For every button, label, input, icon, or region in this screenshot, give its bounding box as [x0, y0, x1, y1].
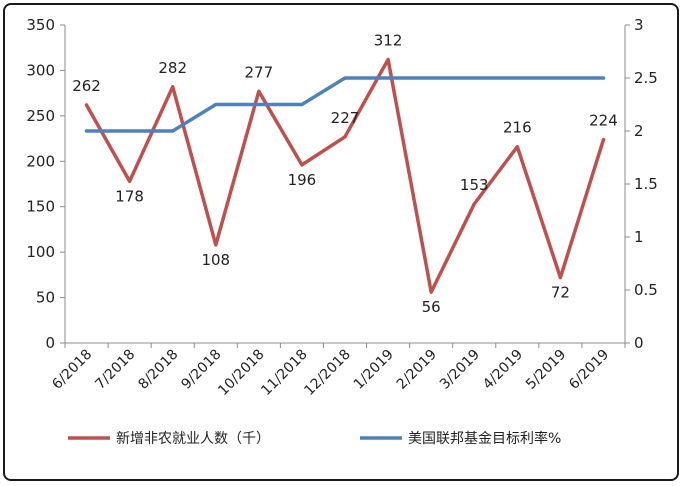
data-point [386, 76, 390, 80]
data-point [128, 129, 132, 133]
data-labels: 262 178 282 108 277 196 227 312 56 153 216 72 224 [72, 32, 618, 317]
right-tick-label: 2 [634, 122, 644, 140]
data-point [601, 137, 605, 141]
left-tick-label: 300 [26, 61, 55, 79]
x-tick-label: 11/2018 [258, 347, 310, 399]
data-point [257, 103, 261, 106]
data-point [429, 76, 433, 80]
data-point [171, 129, 175, 133]
data-point [343, 76, 347, 80]
x-tick-label: 2/2019 [394, 347, 440, 393]
data-point [558, 76, 562, 80]
data-point [85, 129, 89, 133]
x-tick-label: 7/2018 [92, 347, 138, 393]
data-point [300, 163, 304, 167]
data-point [515, 145, 519, 149]
data-label: 72 [551, 284, 570, 302]
data-label: 196 [288, 171, 317, 189]
data-label: 216 [503, 119, 532, 137]
chart-frame [3, 3, 679, 481]
left-tick-label: 150 [26, 198, 55, 216]
right-tick-label: 1 [634, 228, 644, 246]
data-point [214, 243, 218, 247]
legend-label-1: 新增非农就业人数（千） [116, 431, 270, 447]
data-point [257, 89, 261, 93]
data-label: 262 [72, 77, 101, 95]
data-point [171, 85, 175, 89]
left-tick-label: 200 [26, 152, 55, 170]
data-point [300, 103, 304, 106]
x-tick-label: 3/2019 [437, 347, 483, 393]
x-tick-label: 6/2019 [566, 347, 612, 393]
data-point [214, 103, 218, 106]
x-tick-label: 4/2019 [480, 347, 526, 393]
left-tick-label: 0 [45, 334, 55, 352]
data-label: 108 [201, 251, 230, 269]
right-tick-label: 0 [634, 334, 644, 352]
data-label: 282 [158, 59, 187, 77]
legend-label-2: 美国联邦基金目标利率% [408, 430, 561, 447]
data-point [472, 202, 476, 206]
data-label: 56 [422, 298, 441, 316]
data-label: 153 [460, 176, 489, 194]
data-label: 312 [374, 32, 403, 50]
right-tick-label: 3 [634, 16, 644, 34]
right-tick-label: 2.5 [634, 69, 658, 87]
x-tick-label: 6/2018 [49, 347, 95, 393]
data-label: 224 [589, 111, 618, 129]
data-point [601, 76, 605, 80]
legend: 新增非农就业人数（千） 美国联邦基金目标利率% [68, 430, 561, 447]
data-label: 178 [115, 187, 144, 205]
x-tick-label: 8/2018 [135, 347, 181, 393]
series-layer [84, 57, 606, 294]
data-point [558, 276, 562, 280]
series-line-1 [84, 57, 606, 294]
data-point [343, 135, 347, 139]
axes: 0 50 100 150 200 250 300 350 0 0.5 1 1.5 2 2.5 3 6/2018… [26, 16, 658, 399]
left-tick-label: 350 [26, 16, 55, 34]
left-tick-label: 100 [26, 243, 55, 261]
data-point [429, 290, 433, 294]
right-tick-label: 0.5 [634, 281, 658, 299]
data-point [515, 76, 519, 80]
data-label: 227 [331, 109, 360, 127]
data-point [386, 58, 390, 62]
data-point [128, 179, 132, 183]
data-point [472, 76, 476, 80]
left-tick-label: 50 [36, 289, 55, 307]
left-tick-label: 250 [26, 107, 55, 125]
x-tick-label: 5/2019 [523, 347, 569, 393]
x-tick-label: 12/2018 [301, 347, 353, 399]
right-tick-label: 1.5 [634, 175, 658, 193]
data-label: 277 [245, 63, 274, 81]
x-tick-label: 10/2018 [215, 347, 267, 399]
x-tick-label: 1/2019 [351, 347, 397, 393]
data-point [85, 103, 89, 107]
